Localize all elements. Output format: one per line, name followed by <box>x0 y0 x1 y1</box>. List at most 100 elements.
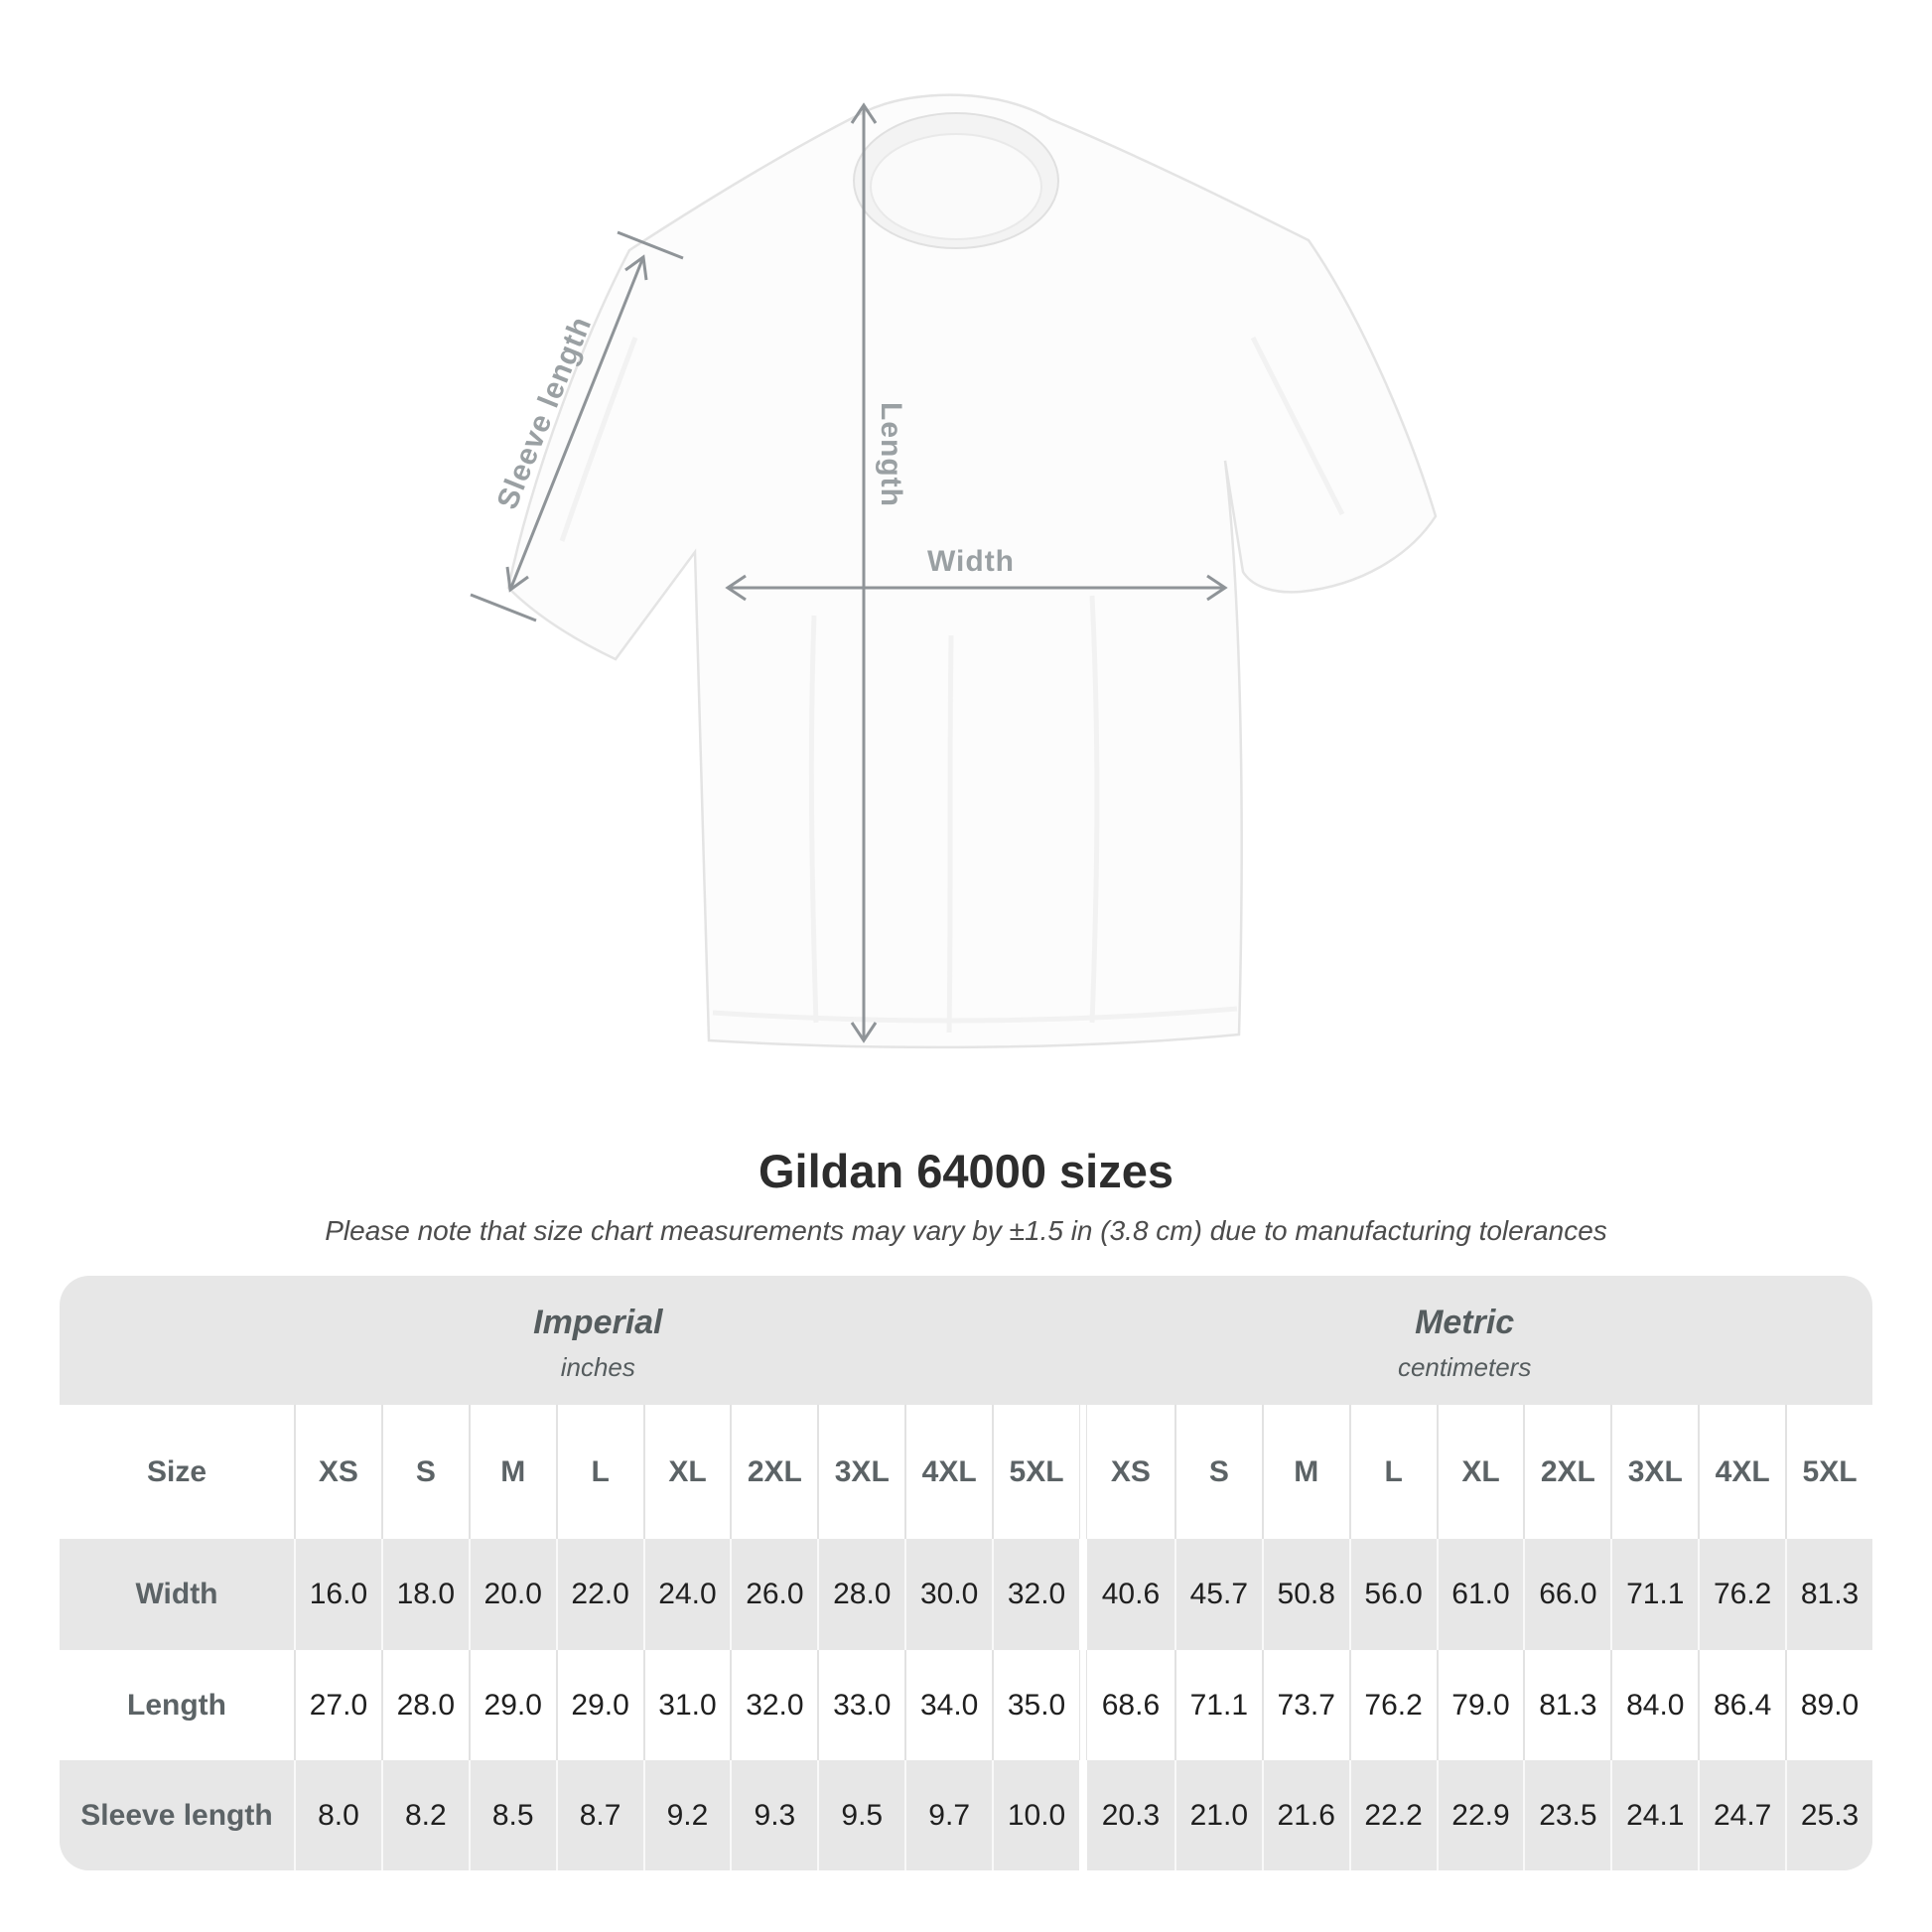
measurement-cell: 76.2 <box>1698 1539 1786 1650</box>
page-title: Gildan 64000 sizes <box>758 1145 1174 1197</box>
size-header-cell: 3XL <box>817 1405 905 1539</box>
measurement-cell: 28.0 <box>817 1539 905 1650</box>
measurement-cell: 71.1 <box>1610 1539 1699 1650</box>
measurement-cell: 8.5 <box>468 1760 556 1870</box>
size-header-cell: XL <box>1436 1405 1524 1539</box>
size-header-cell: 2XL <box>1523 1405 1611 1539</box>
tolerance-note: Please note that size chart measurements… <box>325 1215 1607 1246</box>
measurement-arrows <box>470 102 1228 1043</box>
size-header-cell: XL <box>642 1405 731 1539</box>
size-header-cell: L <box>555 1405 643 1539</box>
measurement-cell: 35.0 <box>992 1650 1079 1760</box>
measurement-cell: 30.0 <box>904 1539 993 1650</box>
metric-title: Metric <box>1415 1304 1515 1341</box>
measurement-cell: 20.0 <box>468 1539 556 1650</box>
row-label: Length <box>60 1650 294 1760</box>
length-label: Length <box>875 402 907 507</box>
imperial-header: Imperial inches <box>533 1276 662 1385</box>
measurement-cell: 24.7 <box>1698 1760 1786 1870</box>
measurement-cell: 84.0 <box>1610 1650 1699 1760</box>
measurement-cell: 25.3 <box>1785 1760 1872 1870</box>
measurement-cell: 89.0 <box>1785 1650 1872 1760</box>
measurement-cell: 32.0 <box>730 1650 818 1760</box>
measurement-cell: 29.0 <box>555 1650 643 1760</box>
measurement-cell: 8.0 <box>294 1760 381 1870</box>
tshirt-illustration <box>470 93 1438 1049</box>
measurement-cell: 32.0 <box>992 1539 1079 1650</box>
size-header-cell: 3XL <box>1610 1405 1699 1539</box>
measurement-cell: 21.0 <box>1173 1760 1262 1870</box>
size-header-cell: 4XL <box>904 1405 993 1539</box>
measurement-cell: 22.2 <box>1348 1760 1437 1870</box>
measurement-cell: 9.2 <box>642 1760 731 1870</box>
tshirt-body <box>506 93 1438 1049</box>
measurement-cell: 71.1 <box>1173 1650 1262 1760</box>
measurement-cell: 20.3 <box>1086 1760 1174 1870</box>
measurement-cell: 22.9 <box>1436 1760 1524 1870</box>
size-header-cell: XS <box>294 1405 381 1539</box>
measurement-cell: 31.0 <box>642 1650 731 1760</box>
measurement-cell: 61.0 <box>1436 1539 1524 1650</box>
measurement-cell: 24.0 <box>642 1539 731 1650</box>
measurement-cell: 40.6 <box>1086 1539 1174 1650</box>
measurement-cell: 56.0 <box>1348 1539 1437 1650</box>
imperial-title: Imperial <box>533 1304 663 1341</box>
size-header-cell: XS <box>1086 1405 1174 1539</box>
size-header-cell: 5XL <box>1785 1405 1872 1539</box>
size-header-cell: L <box>1348 1405 1437 1539</box>
size-header-cell: 2XL <box>730 1405 818 1539</box>
sleeve-length-arrow <box>508 256 645 591</box>
unit-group-divider <box>1078 1650 1087 1760</box>
measurement-cell: 86.4 <box>1698 1650 1786 1760</box>
measurement-cell: 34.0 <box>904 1650 993 1760</box>
measurement-cell: 73.7 <box>1261 1650 1349 1760</box>
size-table: Imperial inches Metric centimeters Size X… <box>60 1276 1872 1870</box>
size-header-cell: S <box>380 1405 469 1539</box>
size-header-cell: S <box>1173 1405 1262 1539</box>
row-label: Width <box>60 1539 294 1650</box>
fabric-folds <box>559 336 1345 1034</box>
collar <box>853 112 1059 249</box>
measurement-cell: 8.7 <box>555 1760 643 1870</box>
measurement-cell: 81.3 <box>1785 1539 1872 1650</box>
unit-group-divider <box>1078 1760 1087 1870</box>
measurement-cell: 68.6 <box>1086 1650 1174 1760</box>
measurement-cell: 45.7 <box>1173 1539 1262 1650</box>
measurement-cell: 76.2 <box>1348 1650 1437 1760</box>
size-grid: Size XS S M L XL 2XL 3XL 4XL 5XL XS S M L XL 2XL 3XL 4XL 5… <box>60 1405 1872 1870</box>
measurement-cell: 18.0 <box>380 1539 469 1650</box>
measurement-cell: 16.0 <box>294 1539 381 1650</box>
measurement-cell: 27.0 <box>294 1650 381 1760</box>
measurement-cell: 26.0 <box>730 1539 818 1650</box>
measurement-cell: 28.0 <box>380 1650 469 1760</box>
unit-band: Imperial inches Metric centimeters <box>60 1276 1872 1405</box>
measurement-cell: 9.5 <box>817 1760 905 1870</box>
measurement-cell: 9.3 <box>730 1760 818 1870</box>
imperial-unit: inches <box>560 1352 635 1382</box>
row-label: Sleeve length <box>60 1760 294 1870</box>
tshirt-diagram: Sleeve length Length Width <box>470 93 1438 1049</box>
measurement-cell: 22.0 <box>555 1539 643 1650</box>
measurement-cell: 50.8 <box>1261 1539 1349 1650</box>
measurement-cell: 21.6 <box>1261 1760 1349 1870</box>
size-header-cell: 4XL <box>1698 1405 1786 1539</box>
size-column-header: Size <box>60 1405 294 1539</box>
measurement-cell: 33.0 <box>817 1650 905 1760</box>
size-header-cell: M <box>468 1405 556 1539</box>
size-header-cell: 5XL <box>992 1405 1079 1539</box>
measurement-cell: 23.5 <box>1523 1760 1611 1870</box>
measurement-cell: 10.0 <box>992 1760 1079 1870</box>
measurement-cell: 81.3 <box>1523 1650 1611 1760</box>
measurement-cell: 24.1 <box>1610 1760 1699 1870</box>
unit-group-divider <box>1078 1405 1087 1539</box>
width-label: Width <box>926 545 1016 578</box>
unit-group-divider <box>1078 1539 1087 1650</box>
measurement-cell: 66.0 <box>1523 1539 1611 1650</box>
measurement-cell: 29.0 <box>468 1650 556 1760</box>
metric-unit: centimeters <box>1397 1352 1532 1382</box>
measurement-cell: 8.2 <box>380 1760 469 1870</box>
measurement-cell: 9.7 <box>904 1760 993 1870</box>
measurement-cell: 79.0 <box>1436 1650 1524 1760</box>
size-header-cell: M <box>1261 1405 1349 1539</box>
